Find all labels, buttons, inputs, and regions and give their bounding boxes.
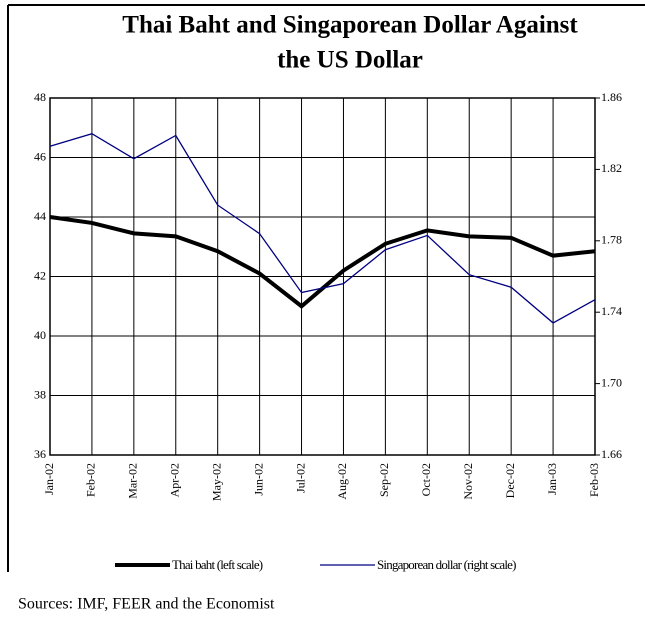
x-tick-label: Oct-02 bbox=[419, 463, 433, 496]
y2-tick-label: 1.82 bbox=[601, 161, 622, 175]
y2-tick-label: 1.70 bbox=[601, 375, 622, 389]
y-tick-label: 44 bbox=[34, 209, 46, 223]
series-line bbox=[49, 215, 596, 309]
chart-title: Thai Baht and Singaporean Dollar Against bbox=[122, 12, 578, 39]
x-tick-label: Nov-02 bbox=[461, 463, 475, 500]
y-tick-label: 42 bbox=[34, 268, 46, 282]
source: Sources: IMF, FEER and the Economist bbox=[18, 596, 275, 613]
y-tick-label: 40 bbox=[34, 328, 46, 342]
y2-tick-label: 1.86 bbox=[601, 90, 622, 104]
y-tick-label: 38 bbox=[34, 387, 46, 401]
legend-label: Singaporean dollar (right scale) bbox=[377, 557, 516, 572]
plot-frame bbox=[49, 97, 596, 456]
x-tick-label: Jun-02 bbox=[251, 463, 265, 496]
y2-tick-label: 1.66 bbox=[601, 447, 622, 461]
y2-tick-label: 1.74 bbox=[601, 304, 622, 318]
series-line bbox=[49, 132, 596, 324]
y-tick-label: 36 bbox=[34, 447, 46, 461]
y-tick-label: 46 bbox=[34, 149, 46, 163]
x-tick-label: May-02 bbox=[209, 463, 223, 501]
x-tick-label: Feb-03 bbox=[587, 463, 601, 497]
x-tick-label: Jul-02 bbox=[293, 463, 307, 493]
x-tick-label: Feb-02 bbox=[84, 463, 98, 497]
x-tick-label: Apr-02 bbox=[168, 463, 182, 497]
x-tick-label: Mar-02 bbox=[126, 463, 140, 499]
x-tick-label: Jan-03 bbox=[545, 463, 559, 495]
x-tick-label: Sep-02 bbox=[377, 463, 391, 497]
chart-title: the US Dollar bbox=[277, 47, 423, 74]
legend-label: Thai baht (left scale) bbox=[172, 557, 263, 572]
x-tick-label: Jan-02 bbox=[42, 463, 56, 495]
x-tick-label: Aug-02 bbox=[335, 463, 349, 500]
x-tick-label: Dec-02 bbox=[503, 463, 517, 498]
y-tick-label: 48 bbox=[34, 90, 46, 104]
y2-tick-label: 1.78 bbox=[601, 233, 622, 247]
